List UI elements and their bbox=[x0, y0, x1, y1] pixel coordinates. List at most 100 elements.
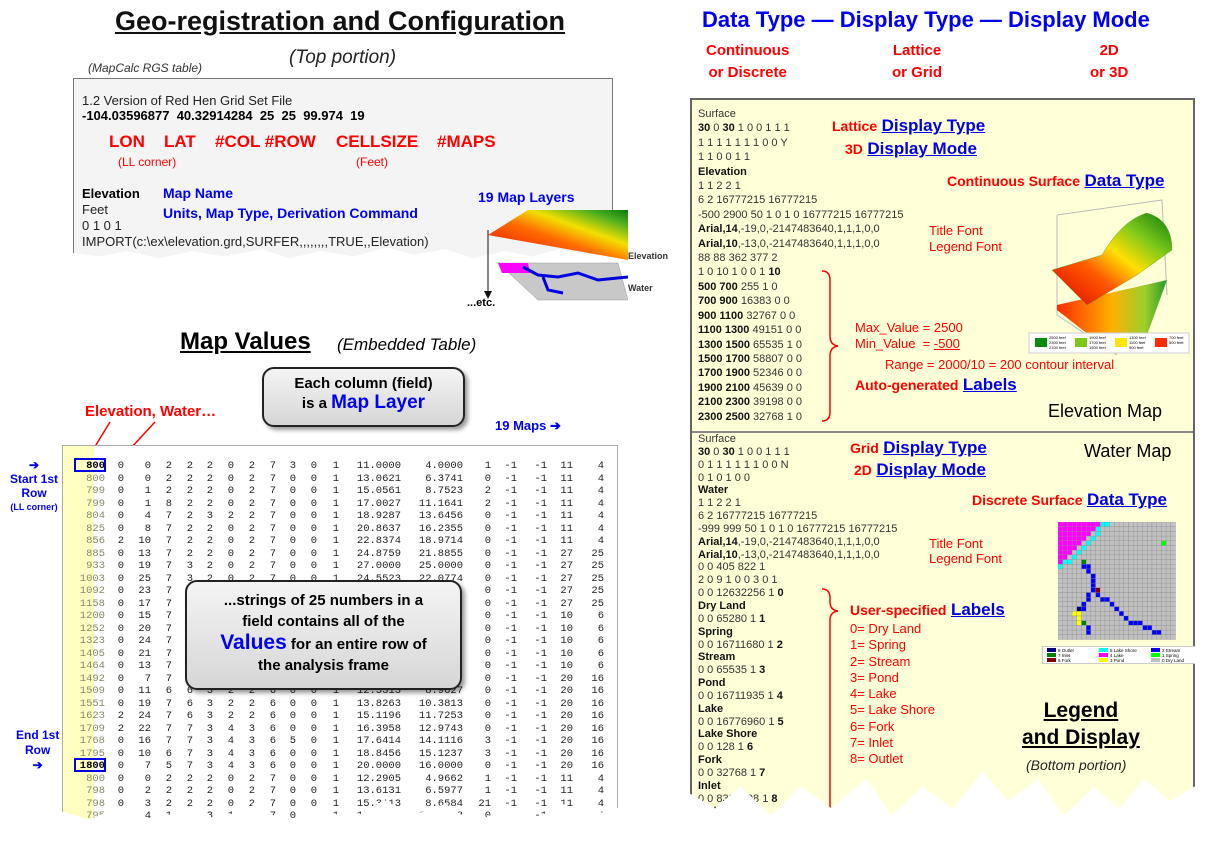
start-text: Start 1st bbox=[10, 472, 59, 486]
table-cell: 11 bbox=[560, 535, 573, 547]
legend-swatch bbox=[1047, 658, 1056, 663]
table-row: 798 0 2 2 2 2 0 2 7 0 0 1 13.6131 6.5977 1 -1 -1 11 4 bbox=[63, 785, 617, 797]
code-segment: 6 2 16777215 16777215 bbox=[698, 194, 818, 207]
display-mode-link[interactable]: Display Mode bbox=[867, 139, 977, 158]
table-cell: 16.3958 bbox=[356, 722, 401, 735]
table-cell: 7 bbox=[269, 547, 276, 560]
key-cell: 800 bbox=[86, 472, 105, 485]
feet-note: (Feet) bbox=[356, 155, 389, 169]
code-segment: Arial,14 bbox=[698, 535, 738, 548]
table-cell: 7 bbox=[186, 760, 193, 772]
table-cell: 2 bbox=[206, 460, 213, 472]
3d-text: 3D bbox=[845, 141, 863, 157]
legend-label: 2 Stream bbox=[1162, 648, 1181, 653]
labels-link[interactable]: Labels bbox=[962, 375, 1017, 394]
table-cell: 0 bbox=[289, 535, 296, 547]
legend-label: 0 Dry Land bbox=[1162, 658, 1185, 664]
code-line: 2 0 9 1 0 0 3 0 1 bbox=[698, 574, 897, 587]
legend-swatch bbox=[1047, 648, 1056, 652]
legend-entry: 7 Inlet bbox=[1047, 653, 1070, 658]
table-cell: -1 bbox=[504, 672, 517, 685]
table-cell: 0 bbox=[484, 710, 491, 722]
display-mode-link[interactable]: Display Mode bbox=[876, 460, 986, 479]
code-segment: 52346 0 0 bbox=[750, 367, 802, 380]
table-cell: 24.8759 bbox=[356, 547, 401, 560]
code-segment: 1100 1300 bbox=[698, 324, 750, 337]
table-cell: -1 bbox=[534, 622, 547, 635]
table-cell: 0 bbox=[117, 747, 124, 760]
table-cell: 0 bbox=[117, 685, 124, 697]
code-line: 700 900 16383 0 0 bbox=[698, 294, 904, 308]
table-cell: 4 bbox=[227, 747, 234, 760]
display-type-link[interactable]: Display Type bbox=[881, 116, 986, 135]
code-segment: -500 2900 50 1 0 1 0 16777215 16777215 bbox=[698, 208, 904, 221]
label-item: 2= Stream bbox=[850, 653, 911, 669]
left-title: Geo-registration and Configuration bbox=[115, 6, 565, 36]
values-callout: ...strings of 25 numbers in a field cont… bbox=[185, 580, 462, 690]
table-row: 800 0 0 2 2 2 0 2 7 3 0 1 11.0000 4.0000 1 -1 -1 11 4 bbox=[63, 460, 617, 472]
labels-link[interactable]: Labels bbox=[950, 600, 1005, 619]
table-cell: 0 bbox=[310, 710, 317, 722]
table-cell: 2 bbox=[186, 460, 193, 472]
table-cell: 2 bbox=[248, 697, 255, 710]
table-cell: 15.1237 bbox=[418, 747, 463, 760]
head-discrete: or Discrete bbox=[708, 64, 787, 81]
code-segment: 65535 1 0 bbox=[750, 338, 802, 351]
table-cell: 2 bbox=[248, 472, 255, 485]
table-cell: 0 bbox=[310, 560, 317, 572]
code-line: Lake Shore bbox=[698, 728, 897, 741]
table-cell: -1 bbox=[504, 747, 517, 760]
label-item: 4= Lake bbox=[850, 686, 897, 702]
table-row: 804 0 4 7 2 3 2 2 7 0 0 1 18.9287 13.6456 0 -1 -1 11 4 bbox=[63, 510, 617, 522]
table-cell: -1 bbox=[534, 672, 547, 685]
code-line: 0 0 128 1 6 bbox=[698, 741, 897, 754]
table-cell: 3 bbox=[206, 685, 213, 697]
table-cell: -1 bbox=[504, 710, 517, 722]
display-type-link[interactable]: Display Type bbox=[883, 438, 987, 457]
map-name-note: Map Name bbox=[163, 185, 234, 201]
code-segment: 0 0 16711680 1 bbox=[698, 638, 777, 651]
code-segment: Inlet bbox=[698, 779, 721, 792]
table-row: 1464 0 13 7 0 -1 -1 10 6 bbox=[63, 660, 617, 672]
table-cell: 3 bbox=[484, 735, 491, 747]
table-cell: -1 bbox=[504, 722, 517, 735]
code-line: 1900 2100 45639 0 0 bbox=[698, 381, 904, 395]
start-row-label: ➔ Start 1st Row (LL corner) bbox=[10, 458, 58, 514]
table-cell: 10.8438 bbox=[418, 810, 463, 822]
elevation-layer bbox=[488, 210, 628, 260]
legend-word: Legend bbox=[1043, 699, 1119, 722]
table-cell: 7 bbox=[269, 497, 276, 510]
table-cell: 1 bbox=[332, 460, 339, 472]
data-type-link[interactable]: Data Type bbox=[1084, 171, 1165, 190]
table-cell: 4 bbox=[597, 535, 604, 547]
code-line: 0 1 0 1 0 0 bbox=[698, 472, 897, 485]
etc-label: ...etc. bbox=[467, 297, 496, 309]
table-cell: 7 bbox=[269, 560, 276, 572]
table-cell: -1 bbox=[534, 635, 547, 647]
code-segment: 30 bbox=[698, 122, 711, 135]
table-cell: 2 bbox=[248, 535, 255, 547]
legend-label: 1700 feet bbox=[1089, 340, 1107, 345]
legend-entry: 5 Lake Shore bbox=[1099, 648, 1137, 653]
3d-display-mode: 3D Display Mode bbox=[845, 139, 977, 159]
callout2-line4: the analysis frame bbox=[258, 657, 389, 674]
table-cell: 4.9662 bbox=[425, 772, 463, 785]
data-type-link[interactable]: Data Type bbox=[1086, 490, 1167, 509]
table-cell: 0 bbox=[484, 547, 491, 560]
code-segment: Lake bbox=[698, 702, 724, 715]
table-cell: 0 bbox=[484, 522, 491, 535]
table-cell: 1 bbox=[332, 710, 339, 722]
rgs-label: (MapCalc RGS table) bbox=[88, 61, 203, 75]
field-colrow: #COL #ROW bbox=[215, 132, 316, 151]
table-cell: 6 bbox=[269, 697, 276, 710]
table-cell: 0 bbox=[289, 785, 296, 797]
code-segment: 45639 0 0 bbox=[750, 381, 802, 394]
lattice-text: Lattice bbox=[832, 118, 878, 134]
code-line: 0 0 12632256 1 0 bbox=[698, 587, 897, 600]
table-cell: 7 bbox=[165, 547, 172, 560]
water-legend: 8 Outlet 7 Inlet 6 Fork 5 Lake Shore 4 Lake 3… bbox=[1042, 646, 1195, 664]
table-cell: 0 bbox=[117, 522, 124, 535]
table-cell: 0 bbox=[310, 547, 317, 560]
table-cell: 6 bbox=[269, 760, 276, 772]
